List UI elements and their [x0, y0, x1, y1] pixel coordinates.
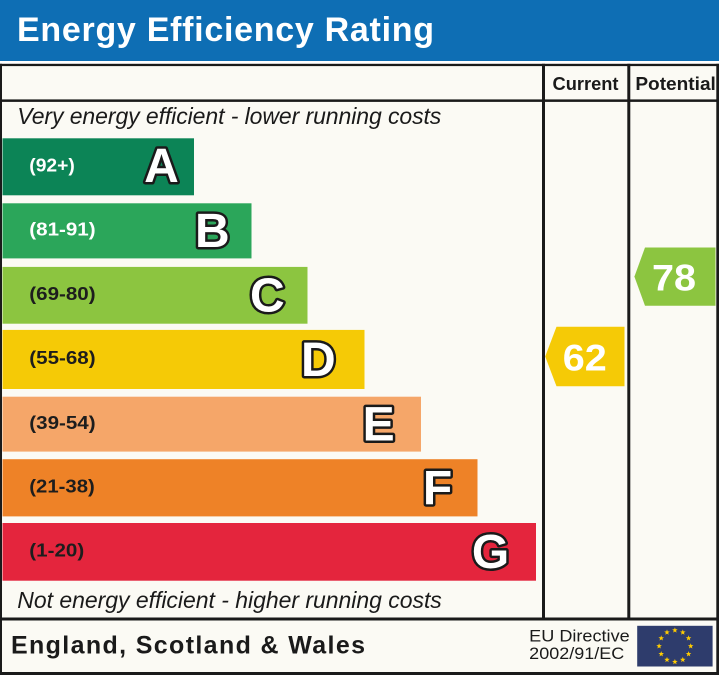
svg-text:Energy Efficiency Rating: Energy Efficiency Rating: [17, 11, 434, 49]
svg-text:62: 62: [563, 338, 607, 379]
svg-text:(39-54): (39-54): [29, 412, 95, 433]
svg-text:(69-80): (69-80): [29, 283, 95, 304]
svg-text:England, Scotland & Wales: England, Scotland & Wales: [11, 631, 365, 659]
svg-text:A: A: [144, 140, 179, 193]
svg-text:2002/91/EC: 2002/91/EC: [529, 644, 624, 663]
svg-text:C: C: [250, 270, 285, 323]
svg-text:(55-68): (55-68): [29, 347, 95, 368]
svg-text:Very energy efficient - lower: Very energy efficient - lower running co…: [17, 103, 442, 129]
svg-text:Not energy efficient - higher: Not energy efficient - higher running co…: [17, 587, 442, 613]
svg-text:(21-38): (21-38): [29, 476, 95, 497]
svg-text:(92+): (92+): [29, 155, 75, 176]
svg-text:F: F: [423, 462, 452, 515]
svg-text:Current: Current: [553, 74, 619, 94]
svg-text:D: D: [301, 334, 336, 387]
svg-text:E: E: [363, 399, 395, 452]
svg-text:(1-20): (1-20): [29, 540, 84, 561]
svg-text:78: 78: [652, 258, 696, 299]
svg-text:Potential: Potential: [635, 74, 716, 94]
svg-text:EU Directive: EU Directive: [529, 627, 630, 646]
svg-text:B: B: [195, 205, 230, 258]
svg-text:(81-91): (81-91): [29, 219, 95, 240]
svg-text:G: G: [472, 526, 509, 579]
